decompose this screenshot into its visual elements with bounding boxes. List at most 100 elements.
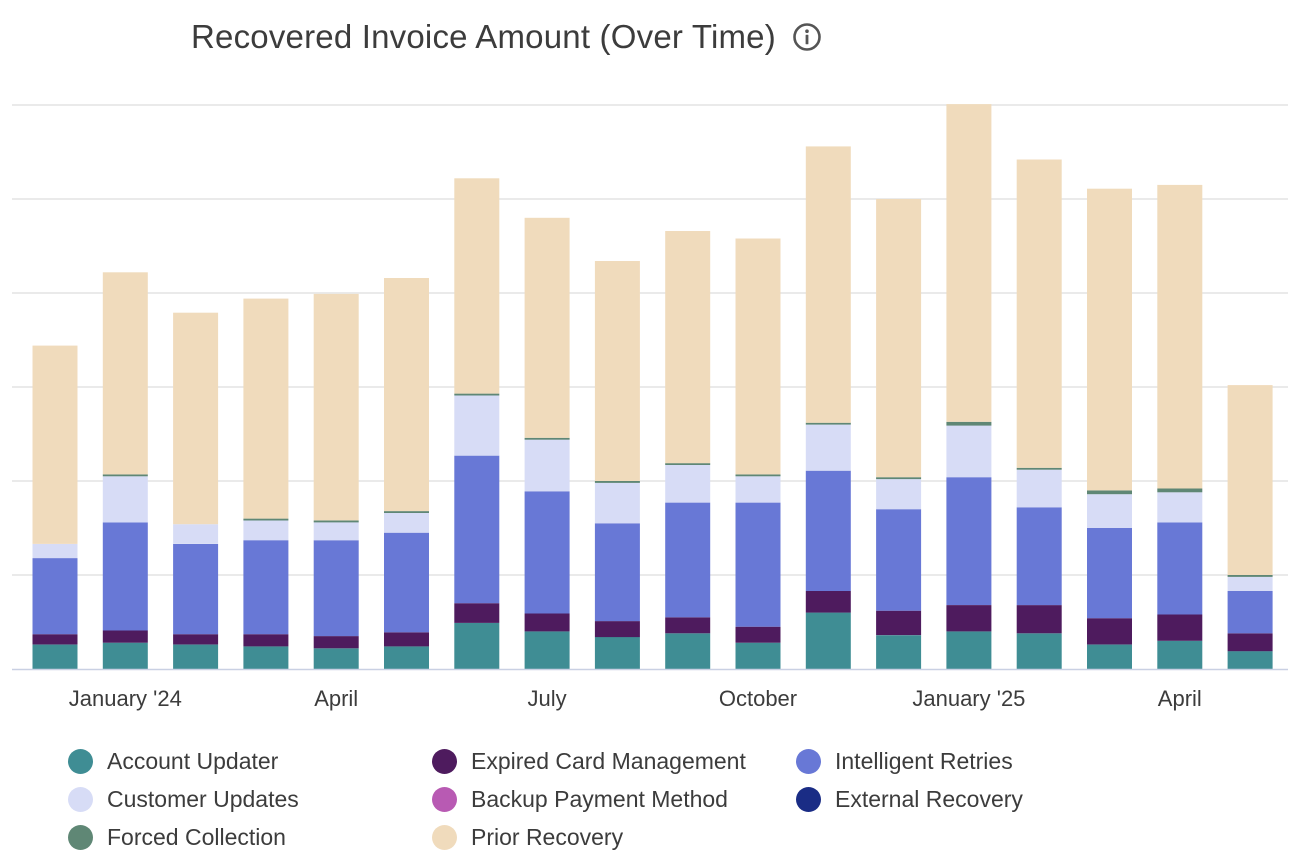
bar-segment-customer-updates[interactable] [665,465,711,503]
bar-segment-forced-collection[interactable] [243,518,289,521]
bar-segment-forced-collection[interactable] [665,463,711,465]
bar-segment-customer-updates[interactable] [1157,492,1203,523]
bar-segment-account-updater[interactable] [1227,651,1273,669]
bar-segment-prior-recovery[interactable] [313,293,359,521]
bar-segment-prior-recovery[interactable] [735,238,781,475]
bar-segment-account-updater[interactable] [1087,644,1132,669]
bar-segment-expired-card-management[interactable] [594,621,640,638]
bar-segment-forced-collection[interactable] [313,520,359,523]
bar-segment-account-updater[interactable] [313,648,359,669]
bar-segment-forced-collection[interactable] [1016,467,1062,470]
bar-segment-expired-card-management[interactable] [384,632,429,647]
legend-item-expired-card-management[interactable]: Expired Card Management [432,748,746,775]
bar-segment-expired-card-management[interactable] [665,617,711,634]
bar-segment-account-updater[interactable] [594,637,640,669]
bar-segment-intelligent-retries[interactable] [665,502,711,618]
bar-segment-account-updater[interactable] [32,644,78,669]
bar-segment-forced-collection[interactable] [1227,575,1273,577]
bar-segment-intelligent-retries[interactable] [173,544,219,635]
bar-segment-customer-updates[interactable] [1016,469,1062,508]
bar-segment-prior-recovery[interactable] [384,278,429,512]
legend-item-prior-recovery[interactable]: Prior Recovery [432,824,623,851]
bar-segment-intelligent-retries[interactable] [594,523,640,622]
bar-segment-prior-recovery[interactable] [876,199,922,478]
bar-segment-expired-card-management[interactable] [32,634,78,645]
bar-segment-account-updater[interactable] [524,631,570,669]
bar-segment-expired-card-management[interactable] [524,613,570,632]
bar-segment-account-updater[interactable] [102,642,148,669]
bar-segment-customer-updates[interactable] [876,479,922,510]
bar-segment-forced-collection[interactable] [102,474,148,477]
bar-segment-account-updater[interactable] [1157,640,1203,669]
bar-segment-expired-card-management[interactable] [1227,633,1273,652]
bar-segment-intelligent-retries[interactable] [384,532,429,633]
bar-segment-customer-updates[interactable] [313,522,359,541]
bar-segment-prior-recovery[interactable] [243,298,289,519]
bar-segment-customer-updates[interactable] [102,476,148,523]
bar-segment-forced-collection[interactable] [594,481,640,483]
bar-segment-customer-updates[interactable] [454,395,500,456]
bar-segment-account-updater[interactable] [173,644,219,669]
bar-segment-prior-recovery[interactable] [1016,159,1062,468]
bar-segment-prior-recovery[interactable] [1157,184,1203,489]
bar-segment-intelligent-retries[interactable] [1016,507,1062,606]
bar-segment-account-updater[interactable] [1016,633,1062,669]
bar-segment-intelligent-retries[interactable] [946,477,992,605]
bar-segment-expired-card-management[interactable] [313,636,359,649]
bar-segment-prior-recovery[interactable] [805,146,851,423]
bar-segment-intelligent-retries[interactable] [454,455,500,604]
bar-segment-customer-updates[interactable] [1087,494,1132,528]
bar-segment-account-updater[interactable] [243,646,289,669]
bar-segment-expired-card-management[interactable] [1157,614,1203,641]
bar-segment-intelligent-retries[interactable] [876,509,922,611]
bar-segment-forced-collection[interactable] [454,393,500,396]
bar-segment-prior-recovery[interactable] [524,217,570,438]
bar-segment-customer-updates[interactable] [1227,576,1273,591]
bar-segment-expired-card-management[interactable] [173,634,219,645]
legend-item-backup-payment-method[interactable]: Backup Payment Method [432,786,728,813]
bar-segment-expired-card-management[interactable] [102,630,148,643]
bar-segment-intelligent-retries[interactable] [1227,591,1273,634]
bar-segment-expired-card-management[interactable] [805,591,851,613]
bar-segment-expired-card-management[interactable] [735,626,781,643]
bar-segment-intelligent-retries[interactable] [1157,522,1203,615]
bar-segment-intelligent-retries[interactable] [805,470,851,591]
bar-segment-expired-card-management[interactable] [1087,618,1132,645]
bar-segment-intelligent-retries[interactable] [243,540,289,635]
bar-segment-intelligent-retries[interactable] [32,558,78,635]
legend-item-external-recovery[interactable]: External Recovery [796,786,1023,813]
bar-segment-forced-collection[interactable] [735,474,781,477]
bar-segment-customer-updates[interactable] [946,425,992,478]
bar-segment-prior-recovery[interactable] [946,104,992,422]
info-icon[interactable] [792,22,822,52]
bar-segment-customer-updates[interactable] [594,482,640,524]
bar-segment-forced-collection[interactable] [524,437,570,440]
bar-segment-prior-recovery[interactable] [594,261,640,481]
bar-segment-customer-updates[interactable] [805,424,851,471]
bar-segment-prior-recovery[interactable] [173,312,219,525]
bar-segment-account-updater[interactable] [735,642,781,669]
bar-segment-intelligent-retries[interactable] [524,491,570,614]
legend-item-account-updater[interactable]: Account Updater [68,748,278,775]
bar-segment-forced-collection[interactable] [384,511,429,513]
bar-segment-customer-updates[interactable] [524,439,570,492]
bar-segment-account-updater[interactable] [665,633,711,669]
bar-segment-forced-collection[interactable] [1157,488,1203,493]
bar-segment-prior-recovery[interactable] [102,272,148,475]
bar-segment-expired-card-management[interactable] [454,603,500,623]
bar-segment-forced-collection[interactable] [1087,490,1132,495]
bar-segment-intelligent-retries[interactable] [313,540,359,637]
bar-segment-account-updater[interactable] [876,635,922,669]
bar-segment-expired-card-management[interactable] [876,610,922,636]
bar-segment-customer-updates[interactable] [384,513,429,533]
bar-segment-account-updater[interactable] [946,631,992,669]
bar-segment-prior-recovery[interactable] [454,178,500,394]
legend-item-customer-updates[interactable]: Customer Updates [68,786,299,813]
legend-item-intelligent-retries[interactable]: Intelligent Retries [796,748,1013,775]
bar-segment-customer-updates[interactable] [243,520,289,541]
bar-segment-account-updater[interactable] [384,646,429,669]
legend-item-forced-collection[interactable]: Forced Collection [68,824,286,851]
bar-segment-prior-recovery[interactable] [32,345,78,544]
bar-segment-intelligent-retries[interactable] [102,522,148,631]
bar-segment-intelligent-retries[interactable] [1087,528,1132,619]
